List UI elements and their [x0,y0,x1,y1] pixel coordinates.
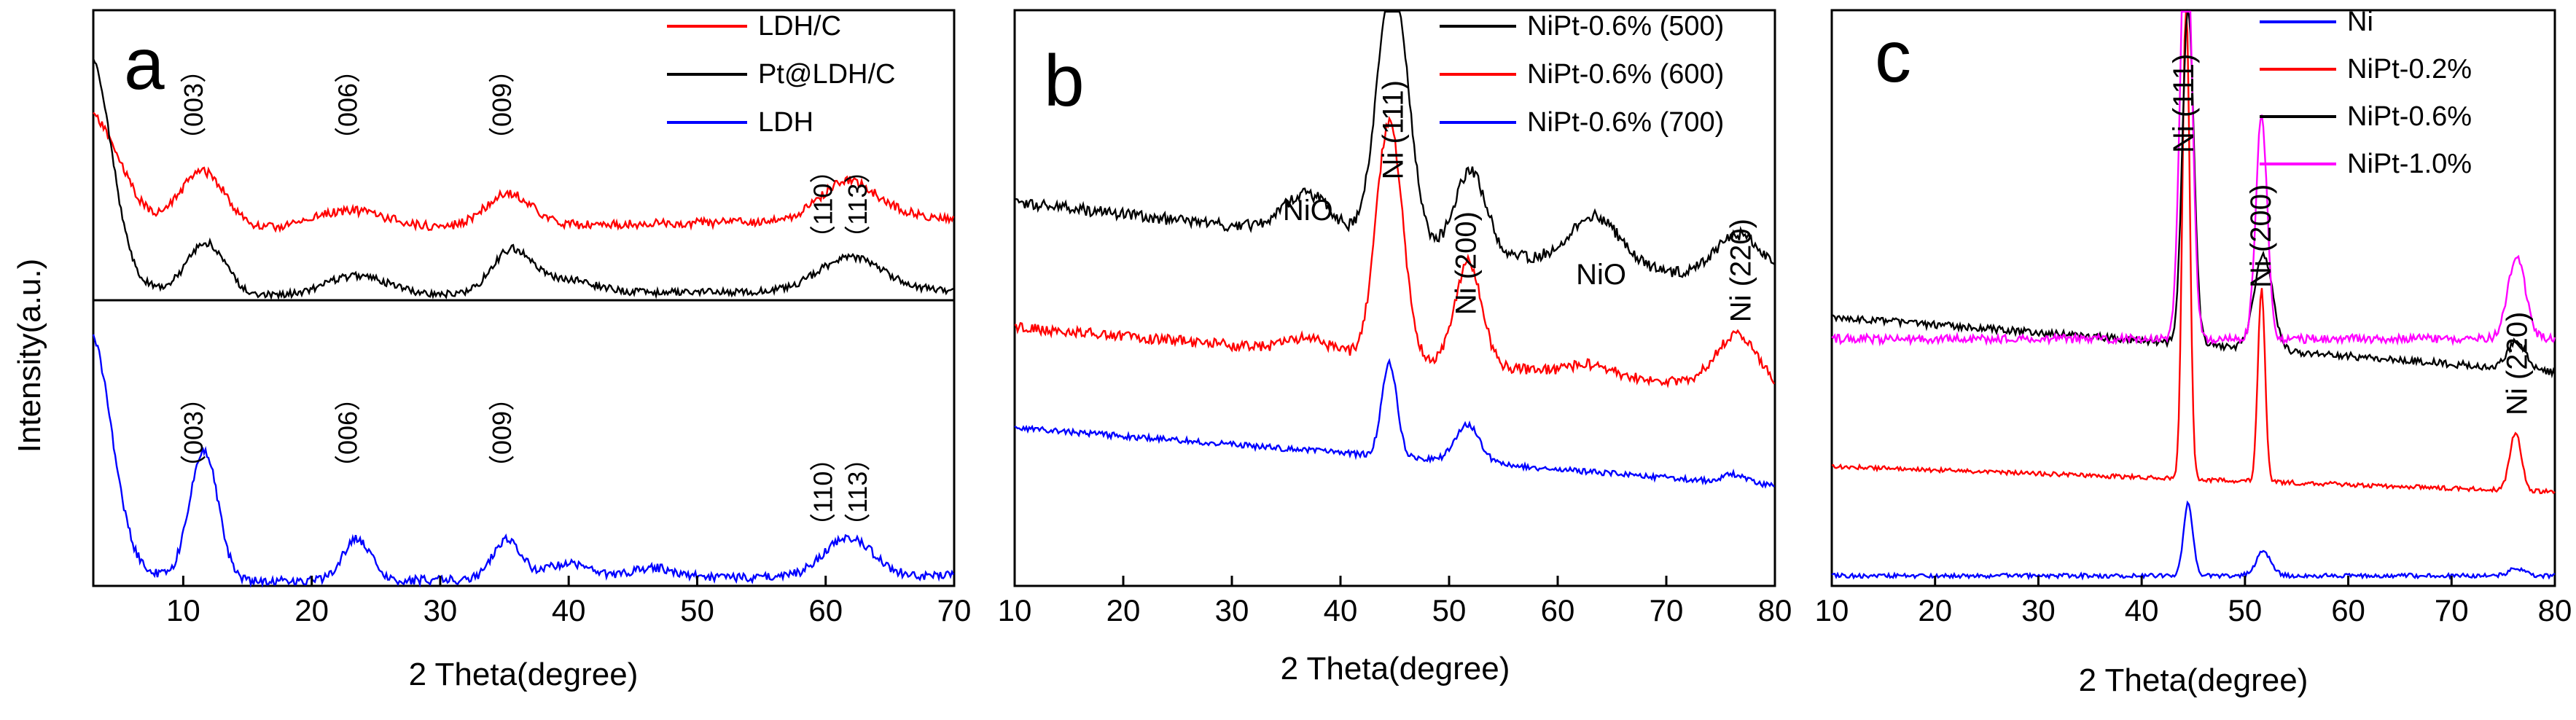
panel-a: a （003） （006） （009）（110） （113） （003） （006） （0… [92,9,971,692]
panel-c-x-axis-label: 2 Theta(degree) [2079,662,2308,698]
panel-a-lower-annotation-2: （009） [487,385,517,481]
panel-c-letter: c [1875,16,1911,98]
panel-b: b NiO Ni (111) Ni (200) NiO Ni (220) 10 20 30 4… [998,9,1792,686]
panel-a-tick-label-20: 20 [294,593,329,627]
panel-c-legend: Ni NiPt-0.2% NiPt-0.6% NiPt-1.0% [2260,7,2472,179]
panel-a-lower-annotations: （003） （006） （009） （110） （113） [179,385,873,539]
panel-a-lower-annotation-3: （110） [808,445,838,539]
panel-b-curve-2 [1014,358,1775,489]
panel-a-legend-label-2: LDH [758,107,813,138]
panel-a-lower-annotation-4: （113） [843,445,873,539]
panel-c-tick-label-60: 60 [2331,593,2365,627]
panel-b-x-ticks: 10 20 30 40 50 60 70 80 [998,576,1792,627]
panel-a-tick-label-30: 30 [424,593,458,627]
panel-a-legend: LDH/C Pt@LDH/C LDH [667,11,896,138]
panel-b-legend-label-2: NiPt-0.6% (700) [1527,107,1724,138]
panel-c-tick-label-70: 70 [2435,593,2469,627]
panel-a-upper-annotation-1: （006） [332,57,362,153]
panel-a-tick-label-50: 50 [680,593,714,627]
panel-a-letter: a [124,23,165,105]
panel-c-tick-label-80: 80 [2538,593,2572,627]
panel-b-legend-label-0: NiPt-0.6% (500) [1527,11,1724,42]
panel-b-legend: NiPt-0.6% (500) NiPt-0.6% (600) NiPt-0.6% … [1440,11,1724,138]
panel-a-lower-annotation-0: （003） [179,385,208,481]
panel-c-curves [1831,9,2556,581]
panel-c-legend-label-0: Ni [2347,7,2373,37]
panel-a-curve-Pt@LDH/C [92,58,954,300]
panel-b-curve-1 [1014,116,1776,389]
panel-a-upper-annotations: （003） （006） （009） （110） （113） [179,57,873,251]
panel-b-annotation-0: NiO [1283,195,1333,227]
panel-b-tick-label-40: 40 [1324,593,1358,627]
panel-a-x-ticks: 10 20 30 40 50 60 70 [166,576,971,627]
panel-a-lower-curves [92,334,955,588]
panel-a-upper-annotation-3: （110） [808,157,838,251]
panel-a-curve-LDH [92,334,955,588]
panel-c-legend-label-3: NiPt-1.0% [2347,149,2472,179]
panel-b-x-axis-label: 2 Theta(degree) [1281,651,1510,686]
panel-a-tick-label-10: 10 [166,593,200,627]
panel-a-upper-annotation-2: （009） [487,57,517,153]
panel-a-tick-label-60: 60 [808,593,843,627]
panel-b-legend-label-1: NiPt-0.6% (600) [1527,59,1724,90]
panel-c-frame [1830,9,2556,587]
panel-b-tick-label-60: 60 [1541,593,1575,627]
panel-c: c Ni (111) Ni (200) Ni (220) 10 20 30 40 50 60 7… [1815,7,2572,698]
panel-a-tick-label-40: 40 [552,593,586,627]
panel-c-tick-label-30: 30 [2021,593,2056,627]
panel-b-tick-label-10: 10 [998,593,1032,627]
panel-c-tick-label-10: 10 [1815,593,1849,627]
panel-c-annotation-1: Ni (200) [2245,184,2277,288]
panel-b-annotations: NiO Ni (111) Ni (200) NiO Ni (220) [1283,80,1757,322]
panel-b-tick-label-30: 30 [1215,593,1249,627]
panel-a-lower-annotation-1: （006） [332,385,362,481]
panel-c-annotation-2: Ni (220) [2502,312,2534,415]
panel-b-curves [1014,10,1776,489]
panel-b-annotation-3: NiO [1576,259,1626,291]
panel-b-letter: b [1044,40,1085,122]
panel-b-tick-label-50: 50 [1432,593,1467,627]
panel-a-legend-label-1: Pt@LDH/C [758,59,896,90]
panel-c-annotation-0: Ni (111) [2168,54,2200,153]
panel-a-upper-annotation-0: （003） [179,57,208,153]
panel-b-annotation-2: Ni (200) [1450,211,1482,315]
panel-b-curve-0 [1014,10,1775,278]
panel-c-curve-1 [1831,11,2556,495]
panel-a-curve-LDH/C [93,111,955,233]
panel-b-frame [1013,9,1776,587]
panel-a-upper-annotation-4: （113） [843,157,873,251]
panel-c-curve-3 [1831,10,2556,347]
panel-b-tick-label-80: 80 [1758,593,1792,627]
panel-b-annotation-1: Ni (111) [1378,80,1410,179]
panel-a-upper-curves [92,58,955,300]
panel-a-legend-label-0: LDH/C [758,11,841,42]
panel-b-tick-label-20: 20 [1106,593,1141,627]
panel-c-annotations: Ni (111) Ni (200) Ni (220) [2168,54,2534,415]
panel-a-tick-label-70: 70 [937,593,972,627]
panel-b-tick-label-70: 70 [1650,593,1684,627]
y-axis-label: Intensity(a.u.) [12,259,47,453]
panel-c-tick-label-20: 20 [1918,593,1952,627]
panel-c-tick-label-50: 50 [2228,593,2262,627]
panel-c-tick-label-40: 40 [2125,593,2159,627]
panel-c-curve-0 [1831,500,2556,581]
panel-c-legend-label-1: NiPt-0.2% [2347,54,2472,85]
panel-c-x-ticks: 10 20 30 40 50 60 70 80 [1815,576,2572,627]
panel-a-frame [92,9,956,587]
panel-c-legend-label-2: NiPt-0.6% [2347,101,2472,132]
panel-b-annotation-4: Ni (220) [1725,219,1757,322]
panel-a-x-axis-label: 2 Theta(degree) [409,657,639,692]
